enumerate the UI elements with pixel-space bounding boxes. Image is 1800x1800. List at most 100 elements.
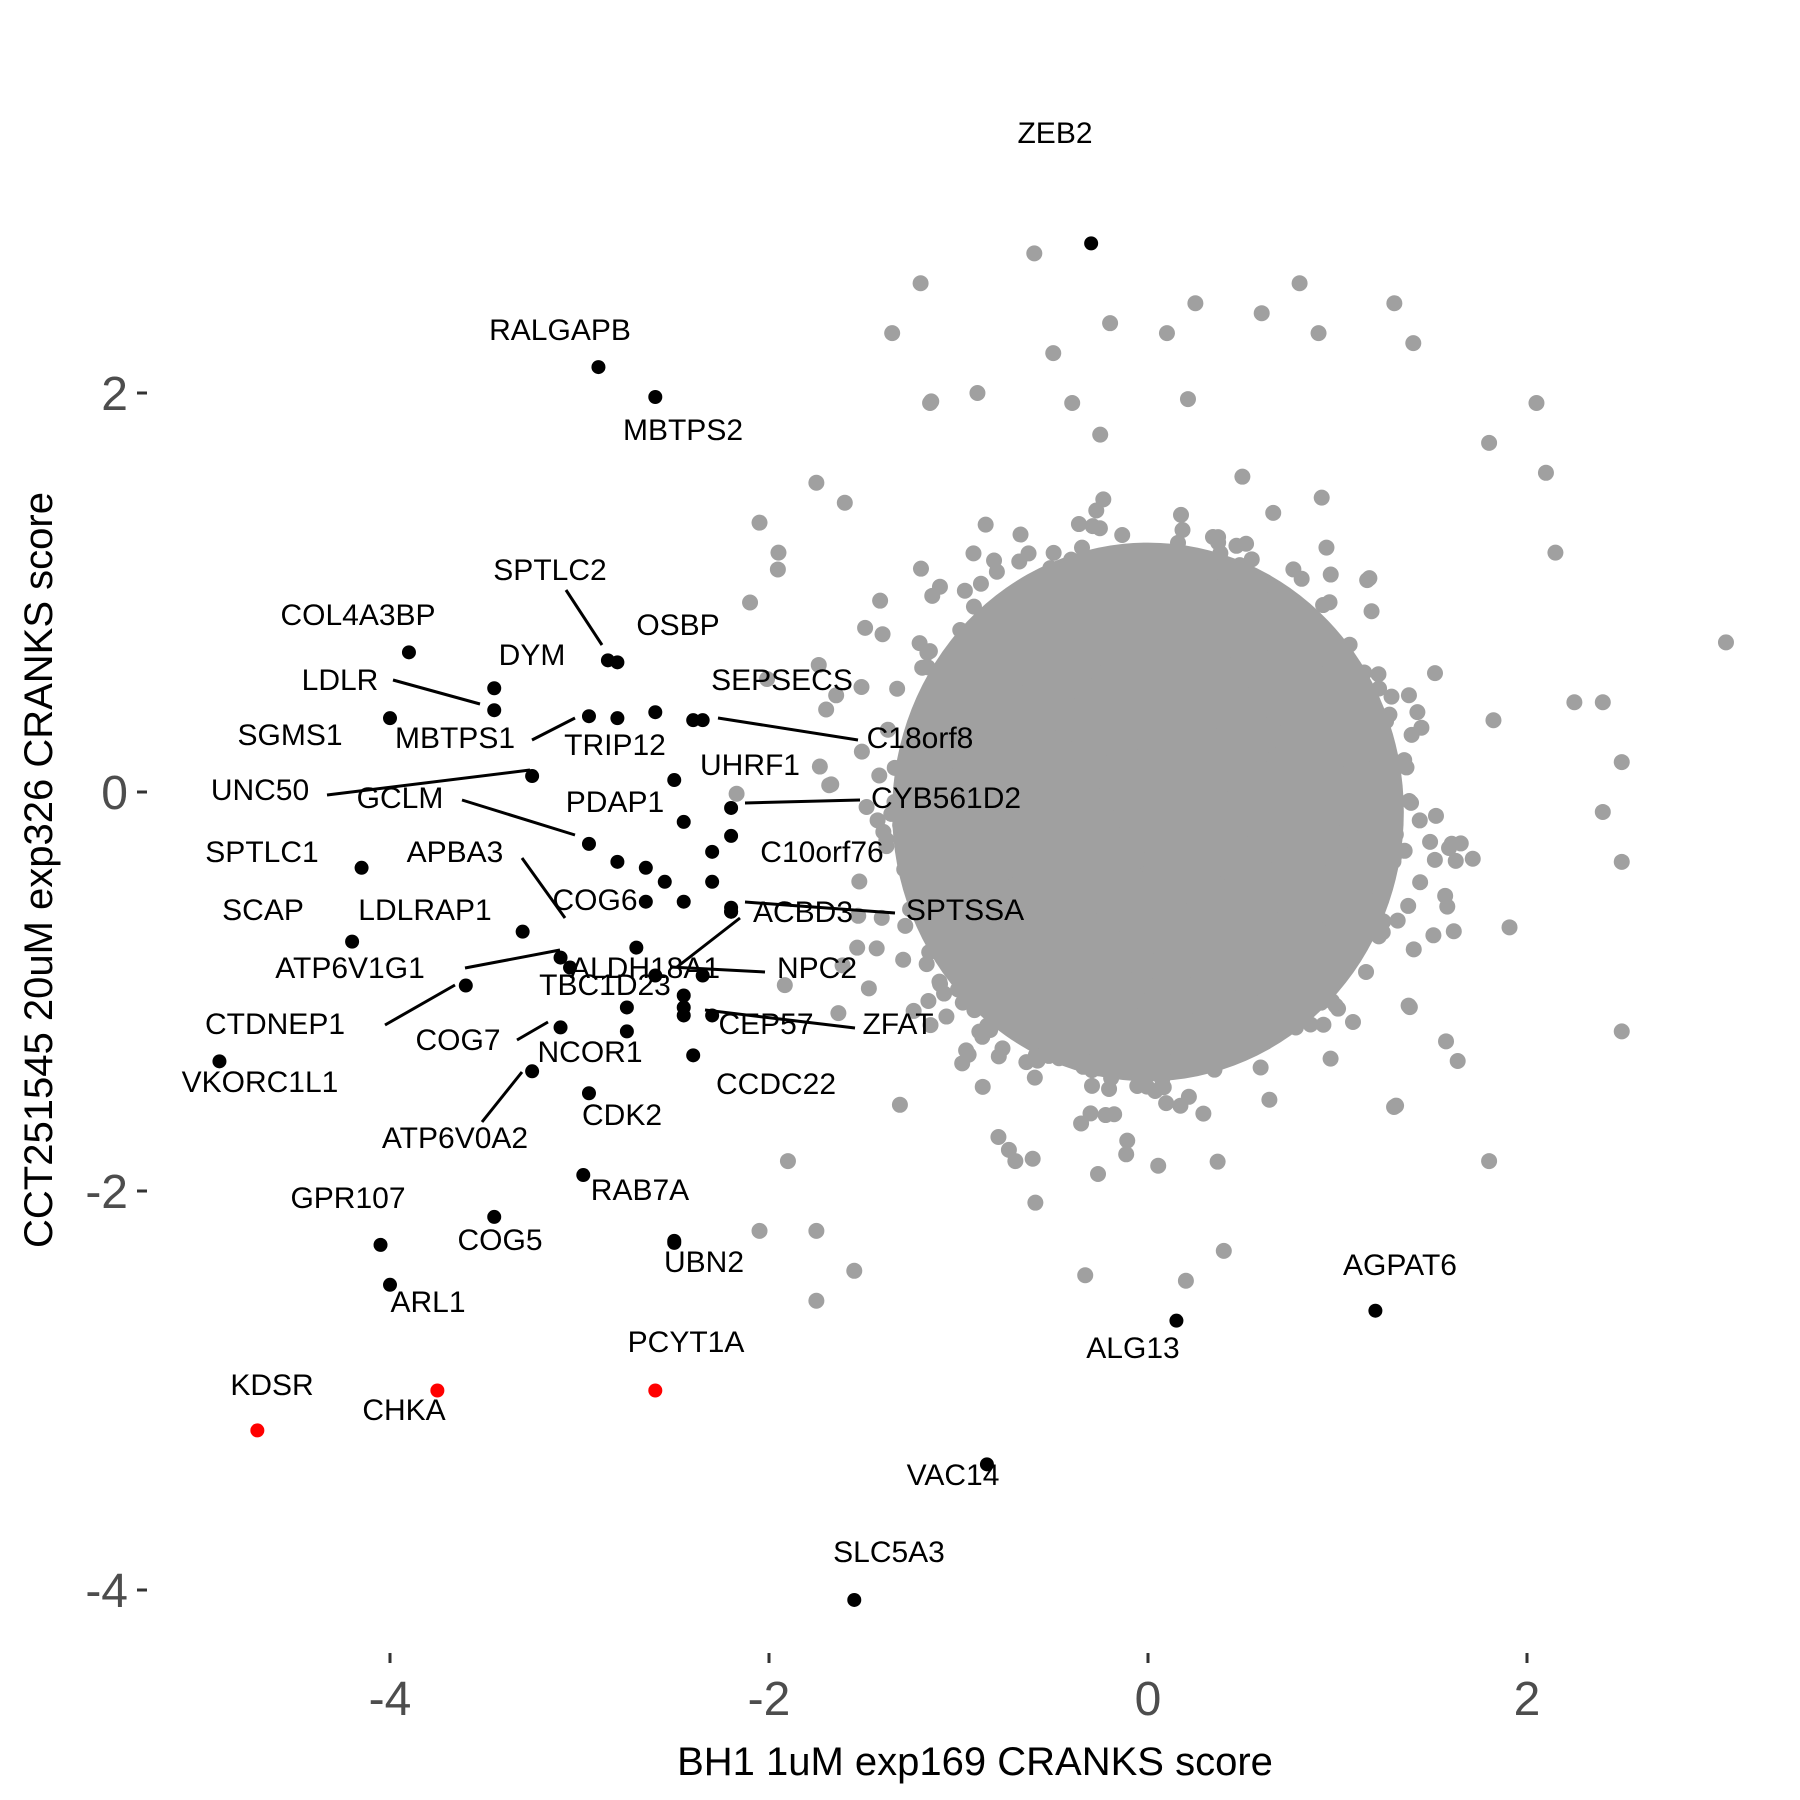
background-point: [1196, 842, 1213, 859]
background-point: [952, 621, 969, 638]
background-point: [1296, 893, 1313, 910]
background-point: [987, 774, 1004, 791]
gene-point-arl1: [383, 1277, 397, 1292]
highlighted-point: [610, 711, 625, 726]
background-point: [1136, 1005, 1153, 1022]
background-point: [1153, 747, 1170, 764]
background-point: [1170, 787, 1187, 804]
background-point: [1371, 680, 1388, 697]
background-point: [1194, 1015, 1211, 1032]
background-point: [1234, 813, 1251, 830]
background-point: [1405, 941, 1422, 958]
background-point: [1196, 750, 1213, 767]
background-point: [1447, 852, 1464, 869]
background-point: [1312, 743, 1329, 760]
background-point: [872, 592, 889, 609]
background-point: [921, 790, 938, 807]
background-point: [914, 864, 931, 881]
background-point: [895, 951, 912, 968]
background-point: [1092, 426, 1109, 443]
background-point: [1098, 765, 1115, 782]
background-points: [728, 245, 1734, 1309]
background-point: [992, 801, 1009, 818]
background-point: [1333, 705, 1350, 722]
highlighted-points: [212, 236, 1383, 1607]
background-point: [930, 826, 947, 843]
background-point: [1058, 881, 1075, 898]
background-point: [1310, 325, 1327, 342]
background-point: [982, 656, 999, 673]
background-point: [1082, 812, 1099, 829]
background-point: [1065, 893, 1082, 910]
background-point: [1047, 934, 1064, 951]
background-point: [1185, 768, 1202, 785]
background-point: [1396, 842, 1413, 859]
gene-label-col4a3bp: COL4A3BP: [280, 599, 435, 632]
background-point: [1156, 872, 1173, 889]
background-point: [1133, 543, 1150, 560]
background-point: [956, 582, 973, 599]
gene-label-zeb2: ZEB2: [1017, 117, 1092, 150]
gene-label-ncor1: NCOR1: [537, 1036, 642, 1069]
background-point: [1102, 1027, 1119, 1044]
background-point: [974, 1028, 991, 1045]
background-point: [1464, 850, 1481, 867]
background-point: [1185, 805, 1202, 822]
background-point: [993, 673, 1010, 690]
background-point: [1178, 657, 1195, 674]
gene-point-vac14: [979, 1457, 994, 1472]
background-point: [1226, 697, 1243, 714]
gene-point-ccdc22: [686, 1048, 701, 1063]
background-point: [728, 785, 745, 802]
background-point: [770, 544, 787, 561]
background-point: [1214, 879, 1231, 896]
background-point: [1400, 897, 1417, 914]
background-point: [1409, 704, 1426, 721]
background-point: [1097, 663, 1114, 680]
gene-label-agpat6: AGPAT6: [1343, 1249, 1457, 1282]
background-point: [1189, 958, 1206, 975]
background-point: [1081, 555, 1098, 572]
background-point: [1311, 755, 1328, 772]
background-point: [902, 754, 919, 771]
background-point: [1119, 553, 1136, 570]
background-point: [1158, 1053, 1175, 1070]
background-point: [742, 594, 759, 611]
gene-point-ldlrap1: [515, 924, 530, 939]
gene-label-scap: SCAP: [222, 894, 304, 927]
background-point: [949, 844, 966, 861]
background-point: [1234, 468, 1251, 485]
gene-point-alg13: [1169, 1313, 1184, 1328]
background-point: [1117, 885, 1134, 902]
background-point: [892, 817, 909, 834]
gene-point-ubn2: [667, 1235, 682, 1250]
background-point: [1255, 591, 1272, 608]
background-point: [1073, 585, 1090, 602]
background-point: [1177, 1272, 1194, 1289]
background-point: [1105, 824, 1122, 841]
background-point: [1058, 633, 1075, 650]
background-point: [871, 767, 888, 784]
background-point: [1042, 560, 1059, 577]
background-point: [1282, 954, 1299, 971]
background-point: [1034, 816, 1051, 833]
background-point: [1357, 844, 1374, 861]
leader-line: [704, 1008, 856, 1030]
gene-label-sgms1: SGMS1: [237, 719, 342, 752]
background-point: [1049, 852, 1066, 869]
gene-point-agpat6: [1368, 1303, 1383, 1318]
background-point: [919, 659, 936, 676]
background-point: [1045, 345, 1062, 362]
background-point: [1253, 684, 1270, 701]
gene-label-ralgapb: RALGAPB: [489, 314, 631, 347]
background-point: [922, 394, 939, 411]
gene-point-sepsecs: [648, 705, 663, 720]
background-point: [1063, 791, 1080, 808]
background-point: [1014, 869, 1031, 886]
background-point: [1097, 710, 1114, 727]
gene-label-cog7: COG7: [415, 1024, 500, 1057]
background-point: [1127, 635, 1144, 652]
background-point: [1218, 684, 1235, 701]
background-point: [1321, 791, 1338, 808]
background-point: [987, 816, 1004, 833]
